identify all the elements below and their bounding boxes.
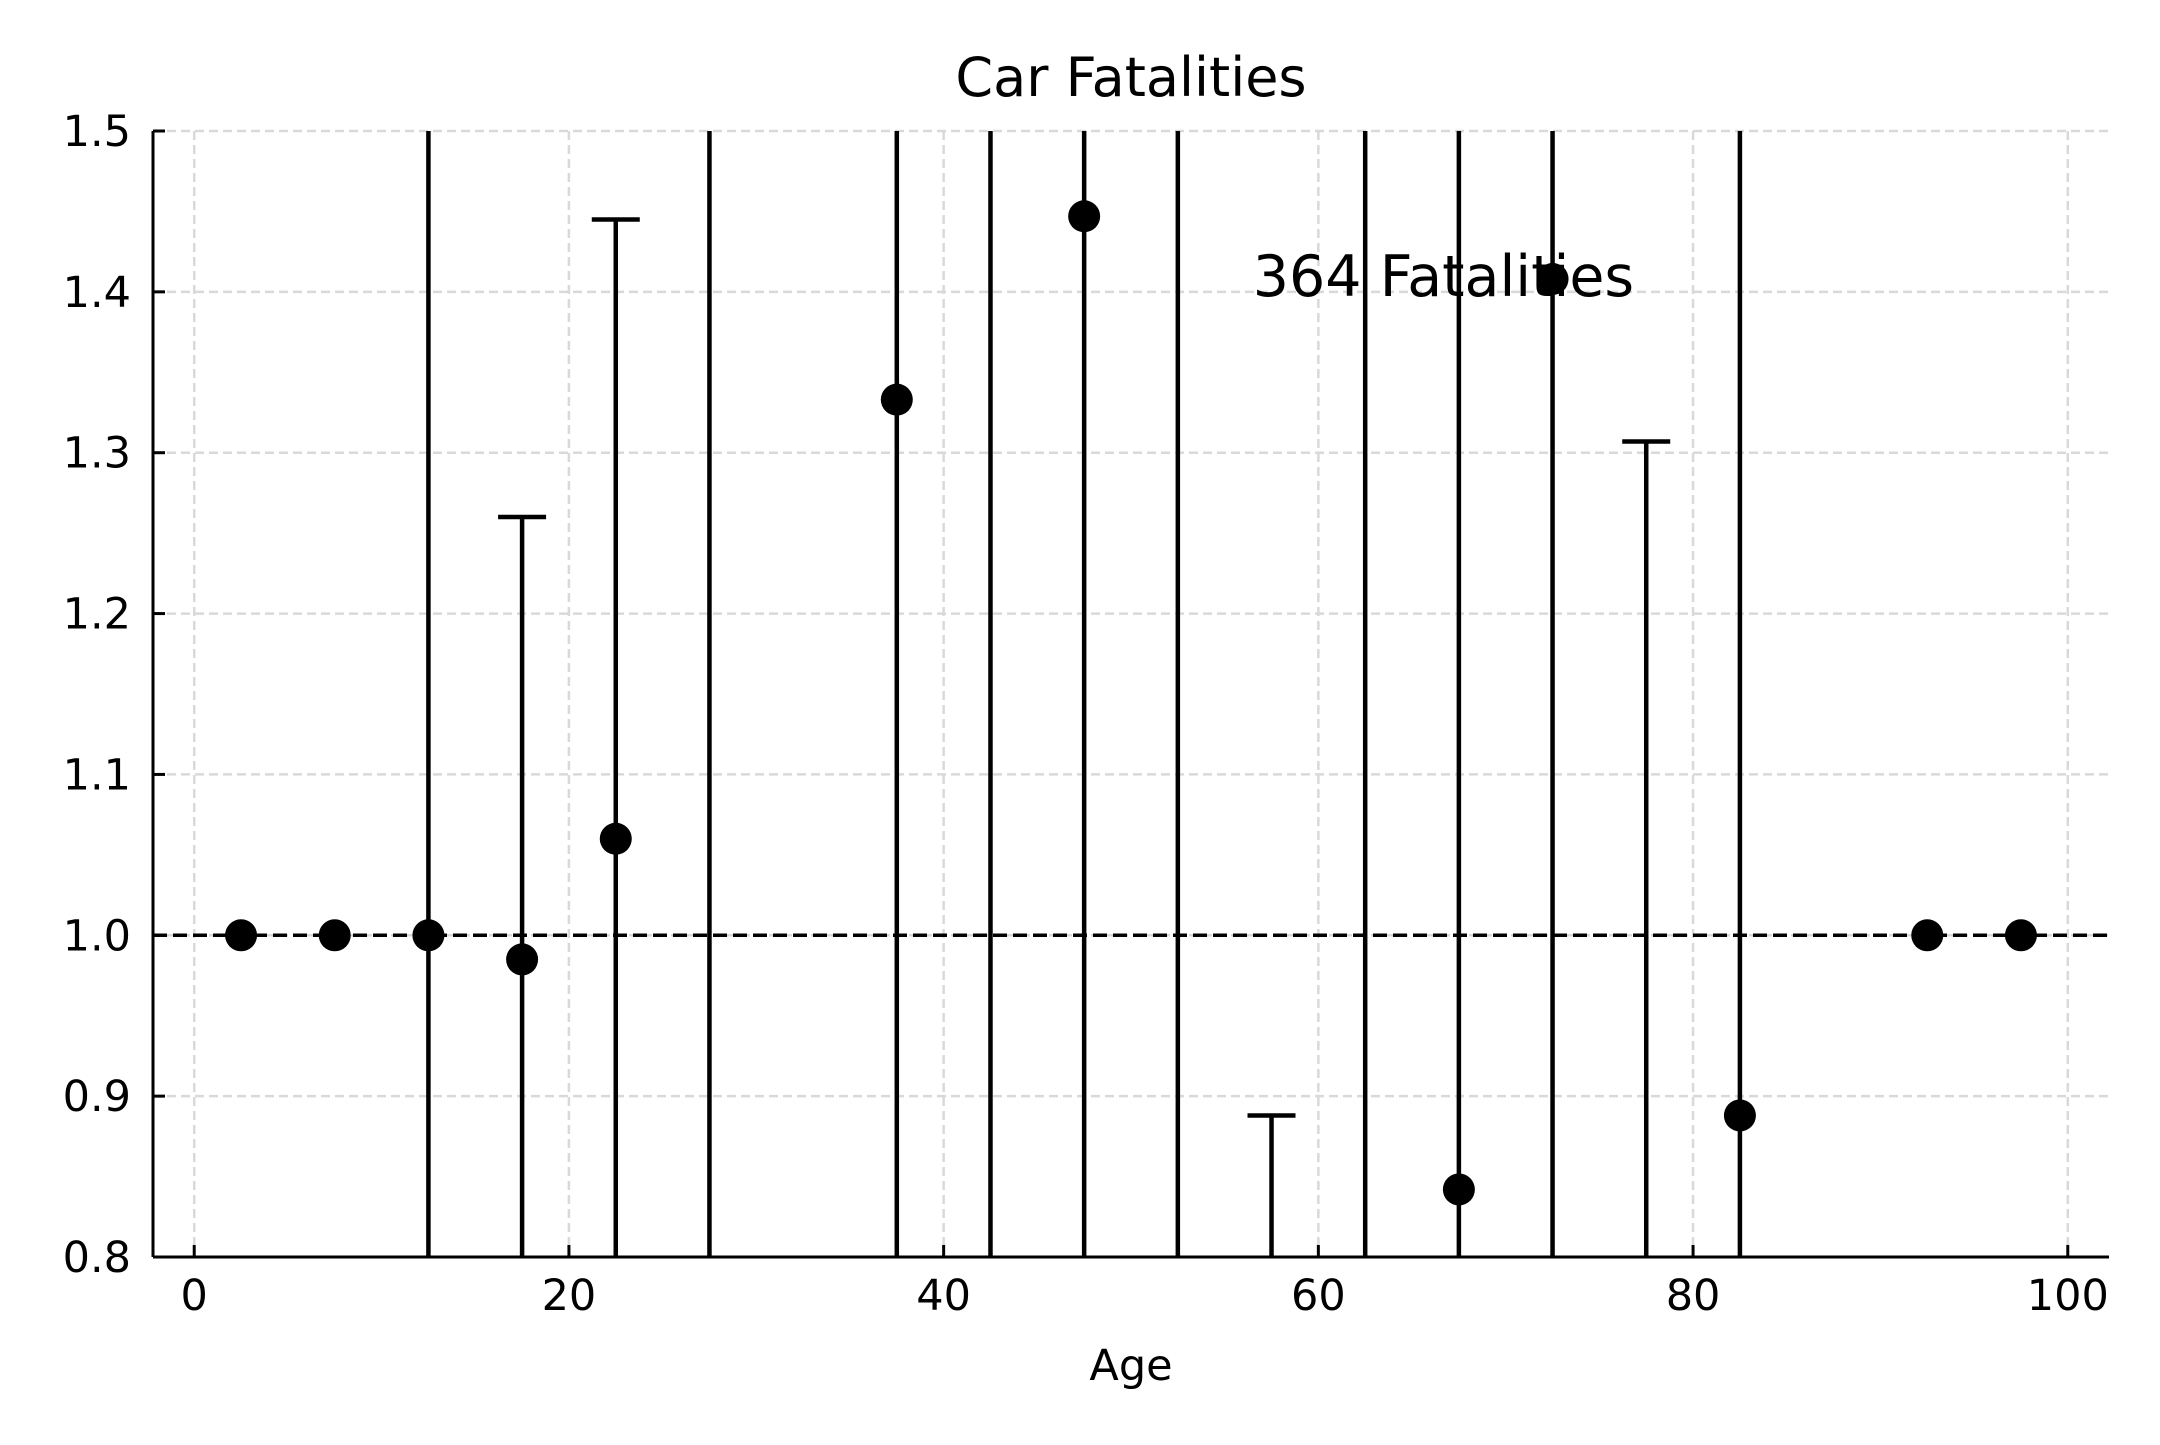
y-tick-label-1: 0.9 bbox=[63, 1072, 131, 1122]
data-point-0 bbox=[225, 919, 258, 952]
annotation-text: 364 Fatalities bbox=[1253, 244, 1634, 310]
data-point-17 bbox=[2004, 919, 2037, 952]
x-tick-label-2: 40 bbox=[916, 1271, 971, 1321]
data-point-1 bbox=[318, 919, 351, 952]
errorbar-layer bbox=[426, 131, 1743, 1257]
y-tick-label-0: 0.8 bbox=[63, 1233, 131, 1283]
data-point-6 bbox=[880, 383, 913, 416]
x-tick-label-4: 80 bbox=[1666, 1271, 1721, 1321]
x-axis-title: Age bbox=[1089, 1341, 1172, 1391]
data-point-12 bbox=[1442, 1173, 1475, 1206]
marker-layer bbox=[225, 200, 2037, 1206]
data-point-13 bbox=[1536, 262, 1569, 295]
axis-layer bbox=[151, 131, 2109, 1259]
x-tick-label-1: 20 bbox=[542, 1271, 597, 1321]
data-point-4 bbox=[599, 822, 632, 855]
y-tick-label-6: 1.4 bbox=[63, 268, 131, 318]
y-tick-label-3: 1.1 bbox=[63, 750, 131, 800]
y-tick-label-5: 1.3 bbox=[63, 429, 131, 479]
x-tick-layer: 0 20 40 60 80 100 bbox=[181, 1245, 2109, 1321]
x-tick-label-0: 0 bbox=[181, 1271, 208, 1321]
data-point-2 bbox=[412, 919, 445, 952]
chart-title: Car Fatalities bbox=[955, 46, 1306, 109]
y-tick-label-2: 1.0 bbox=[63, 911, 131, 961]
x-tick-label-5: 100 bbox=[2027, 1271, 2109, 1321]
data-point-3 bbox=[506, 943, 539, 976]
y-tick-label-7: 1.5 bbox=[63, 107, 131, 157]
y-tick-label-4: 1.2 bbox=[63, 590, 131, 640]
y-tick-layer: 0.8 0.9 1.0 1.1 1.2 1.3 1.4 1.5 bbox=[63, 107, 165, 1283]
x-tick-label-3: 60 bbox=[1291, 1271, 1346, 1321]
data-point-8 bbox=[1068, 200, 1101, 233]
data-point-16 bbox=[1911, 919, 1944, 952]
data-point-15 bbox=[1723, 1099, 1756, 1132]
grid-layer bbox=[153, 129, 2109, 1257]
